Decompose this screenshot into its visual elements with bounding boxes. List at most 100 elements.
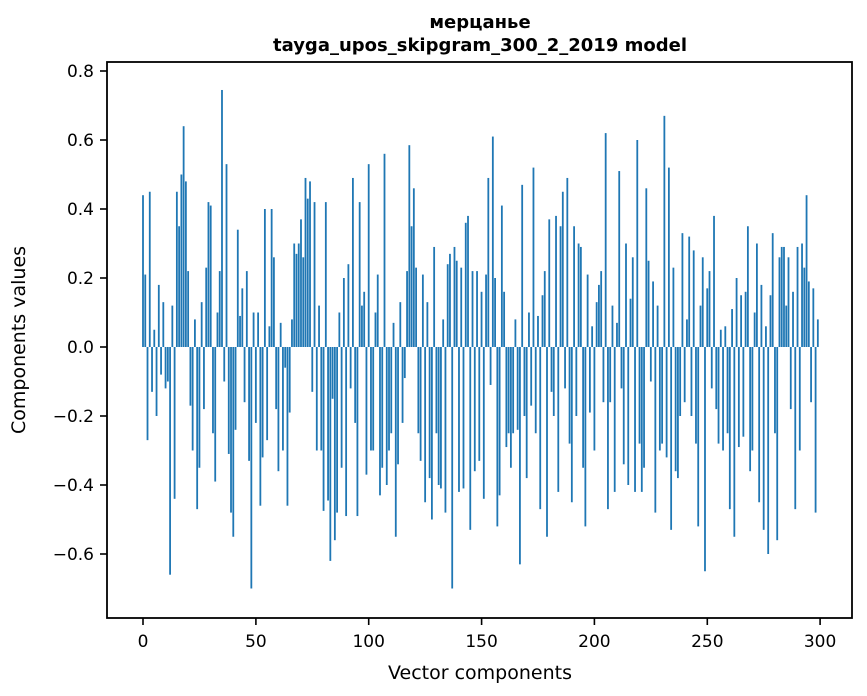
bar [598, 284, 600, 347]
bar [408, 145, 411, 347]
bar [491, 136, 494, 347]
bar [796, 246, 799, 347]
bar [649, 347, 652, 382]
bar [191, 347, 194, 451]
bar [699, 305, 702, 347]
bar [392, 322, 395, 347]
bar [412, 188, 415, 347]
bar [273, 257, 275, 347]
bar [798, 347, 801, 451]
bar [379, 347, 381, 496]
y-tick-label: 0.6 [67, 131, 94, 151]
x-tick-label: 150 [465, 632, 497, 652]
bar [670, 347, 673, 530]
bar [451, 347, 454, 589]
x-tick-label: 200 [578, 632, 610, 652]
bar [431, 347, 433, 520]
bar [175, 191, 178, 347]
bar [570, 347, 573, 503]
bar [160, 347, 162, 375]
bar [611, 305, 614, 347]
bar [254, 347, 257, 423]
bar [602, 347, 605, 403]
bar [309, 181, 311, 347]
bar [616, 322, 618, 347]
bar [155, 347, 158, 416]
bar [586, 274, 589, 347]
bar [582, 347, 585, 468]
bar [162, 302, 165, 347]
bar [541, 295, 544, 347]
bar [169, 347, 171, 575]
bar [478, 347, 481, 461]
bar [406, 271, 408, 347]
bar [665, 347, 668, 458]
bar [525, 347, 528, 479]
bar [313, 202, 316, 347]
bar [708, 271, 711, 347]
bar [566, 177, 569, 347]
bar [534, 347, 537, 434]
bar [293, 243, 296, 347]
bar [291, 319, 293, 347]
bar [697, 347, 700, 527]
bar [546, 347, 548, 537]
bar [333, 347, 336, 541]
bar [690, 347, 693, 416]
x-tick-label: 50 [245, 632, 267, 652]
bar [440, 347, 442, 489]
bar [613, 347, 616, 492]
bar [433, 246, 436, 347]
bar [765, 326, 767, 347]
bar [460, 267, 463, 347]
bar [634, 347, 636, 492]
bar [381, 347, 384, 468]
bar [731, 309, 733, 347]
bar [383, 153, 386, 347]
bar [701, 257, 704, 347]
y-tick-label: 0.0 [67, 338, 94, 358]
y-tick-label: −0.2 [53, 407, 94, 427]
bar [297, 243, 300, 347]
bar [286, 347, 289, 506]
chart-title: мерцанье [429, 12, 530, 33]
bar [164, 347, 167, 389]
bar [555, 215, 557, 347]
bar [390, 347, 393, 434]
bar [252, 312, 255, 347]
bar [388, 347, 390, 451]
bar [573, 226, 575, 347]
bar [692, 250, 695, 347]
bar [789, 347, 792, 410]
bar [417, 347, 420, 434]
bar [370, 347, 372, 451]
bar [600, 271, 603, 347]
bar [751, 347, 754, 451]
bar [760, 284, 763, 347]
bar [250, 347, 253, 589]
bar [774, 347, 776, 434]
bar [354, 347, 357, 423]
bar [557, 347, 560, 492]
bar [704, 347, 706, 572]
bar [658, 347, 661, 451]
x-tick-label: 300 [804, 632, 836, 652]
bar [672, 267, 675, 347]
bar [559, 226, 562, 347]
bar [173, 347, 176, 499]
bar [347, 264, 350, 347]
bar [266, 347, 269, 441]
bar [151, 347, 153, 392]
bar [726, 347, 729, 434]
bar [667, 167, 670, 347]
bar [182, 126, 185, 347]
bar [783, 246, 785, 347]
bar [410, 226, 413, 347]
bar [279, 322, 282, 347]
bar [771, 233, 774, 347]
bar [575, 347, 578, 416]
y-axis-label: Components values [8, 246, 30, 434]
bar [509, 347, 512, 468]
bar [627, 347, 630, 485]
bar [561, 191, 564, 347]
